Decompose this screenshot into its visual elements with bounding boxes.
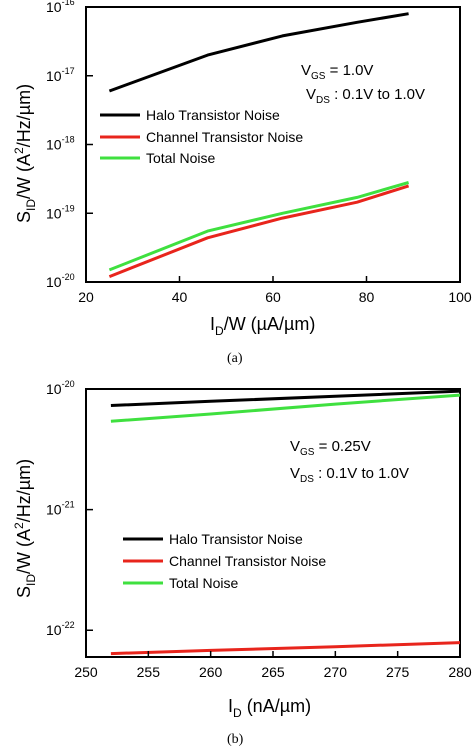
series-line-halo-b [110,389,461,407]
series-line-halo-a [108,12,409,93]
legend-label-halo-b: Halo Transistor Noise [169,531,303,547]
plot-frame-b [85,388,461,658]
y-ticks-a: 10-20 10-19 10-18 10-17 10-16 [46,0,93,290]
x-ticks-b: 250 255 260 265 270 275 280 [74,651,472,680]
x-tick-label-a: 100 [448,289,472,305]
x-axis-title-b: ID (nA/µm) [228,696,311,720]
x-tick-label-a: 60 [265,289,281,305]
y-axis-title-a: SID/W (A2/Hz/µm) [12,84,38,223]
chart-a: 20 40 60 80 100 10-20 10-19 10-18 10-17 10-16 VG… [12,0,472,366]
y-tick-label-a: 10-16 [46,0,75,15]
chart-b: 250 255 260 265 270 275 280 10-22 10-21 10-20 VG… [12,379,472,747]
y-tick-label-a: 10-18 [46,135,75,153]
y-tick-label-a: 10-20 [46,272,75,290]
series-line-total-a [108,181,410,272]
y-tick-label-b: 10-22 [46,620,75,638]
series-lines-b [110,389,461,656]
x-ticks-a: 20 40 60 80 100 [78,276,472,305]
annotation-vgs-b: VGS = 0.25V [290,438,371,458]
series-line-total-b [110,393,461,423]
annotation-vds-a: VDS : 0.1V to 1.0V [306,86,425,106]
annotation-vds-b: VDS : 0.1V to 1.0V [290,465,409,485]
series-lines-a [108,12,410,278]
y-tick-label-a: 10-19 [46,203,75,221]
x-tick-label-b: 280 [448,664,472,680]
legend-label-channel-a: Channel Transistor Noise [146,129,303,145]
x-tick-label-b: 270 [324,664,348,680]
x-tick-label-a: 20 [78,289,94,305]
y-axis-title-b: SID/W (A2/Hz/µm) [12,459,38,598]
x-tick-label-b: 260 [199,664,223,680]
x-tick-label-b: 275 [386,664,410,680]
series-line-channel-a [108,184,410,278]
x-tick-label-b: 255 [137,664,161,680]
legend-label-halo-a: Halo Transistor Noise [146,107,280,123]
y-tick-label-b: 10-20 [46,379,75,397]
y-ticks-b: 10-22 10-21 10-20 [46,379,93,638]
legend-a: Halo Transistor Noise Channel Transistor… [100,107,303,166]
legend-label-total-a: Total Noise [146,150,215,166]
annotation-vgs-a: VGS = 1.0V [301,62,373,82]
caption-b: (b) [227,732,244,747]
legend-b: Halo Transistor Noise Channel Transistor… [123,531,326,591]
y-tick-label-b: 10-21 [46,500,75,518]
legend-label-channel-b: Channel Transistor Noise [169,553,326,569]
x-axis-title-a: ID/W (µA/µm) [210,314,315,338]
x-tick-label-a: 80 [359,289,375,305]
caption-a: (a) [227,351,243,366]
x-tick-label-b: 250 [74,664,98,680]
legend-label-total-b: Total Noise [169,575,238,591]
series-line-channel-b [110,641,461,656]
x-tick-label-b: 265 [261,664,285,680]
x-tick-label-a: 40 [172,289,188,305]
y-tick-label-a: 10-17 [46,66,75,84]
